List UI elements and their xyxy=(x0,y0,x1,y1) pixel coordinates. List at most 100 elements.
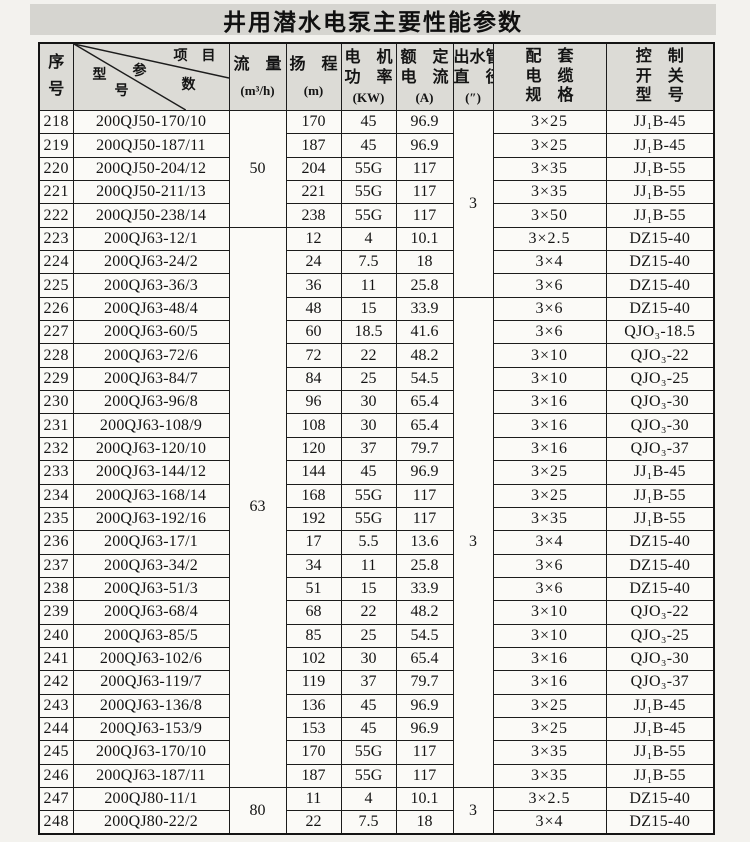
table-row: 232 200QJ63-120/10 120 37 79.7 3×16 QJO₃-37 xyxy=(38,436,715,462)
cell-serial-number: 242 xyxy=(38,670,74,695)
cell-motor-power: 5.5 xyxy=(340,530,397,555)
cell-cable-spec: 3×50 xyxy=(492,203,607,228)
cell-cable-spec: 3×35 xyxy=(492,763,607,788)
table-row: 246 200QJ63-187/11 187 55G 117 3×35 JJ₁B-55 xyxy=(38,763,715,788)
header-control-switch-model: 控 制 开 关 型 号 xyxy=(605,42,715,111)
cell-model: 200QJ80-22/2 xyxy=(72,810,230,835)
cell-switch-model: QJO₃-37 xyxy=(605,670,715,695)
cell-switch-model: JJ₁B-55 xyxy=(605,156,715,182)
cell-cable-spec: 3×35 xyxy=(492,740,607,765)
cell-switch-model: DZ15-40 xyxy=(605,530,715,555)
cell-motor-power: 25 xyxy=(340,623,397,648)
cell-head: 11 xyxy=(285,786,342,812)
cell-switch-model: QJO₃-30 xyxy=(605,413,715,438)
cell-switch-model: DZ15-40 xyxy=(605,786,715,812)
cell-motor-power: 30 xyxy=(340,646,397,672)
cell-switch-model: DZ15-40 xyxy=(605,250,715,275)
cell-model: 200QJ63-119/7 xyxy=(72,670,230,695)
table-row: 227 200QJ63-60/5 60 18.5 41.6 3×6 QJO₃-18.5 xyxy=(38,320,715,345)
cell-cable-spec: 3×16 xyxy=(492,436,607,462)
header-flow-rate: 流 量 (m³/h) xyxy=(228,42,287,111)
cell-cable-spec: 3×16 xyxy=(492,413,607,438)
cell-cable-spec: 3×10 xyxy=(492,623,607,648)
cell-switch-model: QJO₃-30 xyxy=(605,390,715,415)
cell-cable-spec: 3×25 xyxy=(492,109,607,135)
cell-rated-current: 96.9 xyxy=(395,133,454,158)
cell-motor-power: 4 xyxy=(340,786,397,812)
cell-switch-model: QJO₃-22 xyxy=(605,600,715,625)
cell-head: 36 xyxy=(285,273,342,298)
cell-switch-model: JJ₁B-45 xyxy=(605,460,715,485)
cell-serial-number: 240 xyxy=(38,623,74,648)
cell-serial-number: 239 xyxy=(38,600,74,625)
cell-rated-current: 33.9 xyxy=(395,296,454,322)
cell-outlet-diameter-merged: 3 xyxy=(452,296,494,788)
header-param-label-1: 参 xyxy=(132,64,147,79)
cell-switch-model: DZ15-40 xyxy=(605,553,715,578)
cell-model: 200QJ63-17/1 xyxy=(72,530,230,555)
cell-motor-power: 18.5 xyxy=(340,320,397,345)
cell-motor-power: 22 xyxy=(340,343,397,368)
cell-model: 200QJ50-204/12 xyxy=(72,156,230,182)
cell-rated-current: 25.8 xyxy=(395,553,454,578)
cell-rated-current: 10.1 xyxy=(395,786,454,812)
cell-motor-power: 45 xyxy=(340,133,397,158)
cell-rated-current: 117 xyxy=(395,740,454,765)
table-row: 234 200QJ63-168/14 168 55G 117 3×25 JJ₁B-55 xyxy=(38,483,715,508)
cell-switch-model: JJ₁B-45 xyxy=(605,716,715,742)
table-row: 236 200QJ63-17/1 17 5.5 13.6 3×4 DZ15-40 xyxy=(38,530,715,555)
cell-rated-current: 117 xyxy=(395,483,454,508)
cell-cable-spec: 3×25 xyxy=(492,483,607,508)
cell-model: 200QJ50-211/13 xyxy=(72,180,230,205)
cell-cable-spec: 3×35 xyxy=(492,180,607,205)
cell-head: 119 xyxy=(285,670,342,695)
cell-rated-current: 41.6 xyxy=(395,320,454,345)
cell-model: 200QJ63-170/10 xyxy=(72,740,230,765)
cell-flow-rate-merged: 80 xyxy=(228,786,287,835)
cell-rated-current: 96.9 xyxy=(395,693,454,718)
cell-model: 200QJ63-36/3 xyxy=(72,273,230,298)
header-row: 序 号 项 目 参 数 型 号 流 量 (m³/h) xyxy=(38,42,715,111)
cell-model: 200QJ63-120/10 xyxy=(72,436,230,462)
cell-serial-number: 223 xyxy=(38,226,74,252)
cell-head: 144 xyxy=(285,460,342,485)
cell-cable-spec: 3×10 xyxy=(492,366,607,392)
cell-motor-power: 7.5 xyxy=(340,250,397,275)
cell-motor-power: 45 xyxy=(340,460,397,485)
cell-switch-model: JJ₁B-45 xyxy=(605,693,715,718)
table-row: 225 200QJ63-36/3 36 11 25.8 3×6 DZ15-40 xyxy=(38,273,715,298)
cell-head: 170 xyxy=(285,740,342,765)
cell-head: 85 xyxy=(285,623,342,648)
cell-switch-model: JJ₁B-55 xyxy=(605,180,715,205)
cell-head: 221 xyxy=(285,180,342,205)
cell-rated-current: 96.9 xyxy=(395,716,454,742)
cell-head: 12 xyxy=(285,226,342,252)
cell-model: 200QJ50-238/14 xyxy=(72,203,230,228)
cell-head: 48 xyxy=(285,296,342,322)
cell-motor-power: 22 xyxy=(340,600,397,625)
cell-serial-number: 243 xyxy=(38,693,74,718)
cell-head: 34 xyxy=(285,553,342,578)
cell-switch-model: JJ₁B-55 xyxy=(605,506,715,532)
cell-cable-spec: 3×6 xyxy=(492,273,607,298)
cell-cable-spec: 3×6 xyxy=(492,553,607,578)
cell-switch-model: QJO₃-22 xyxy=(605,343,715,368)
cell-switch-model: DZ15-40 xyxy=(605,273,715,298)
pump-parameters-table: 序 号 项 目 参 数 型 号 流 量 (m³/h) xyxy=(38,42,715,836)
cell-model: 200QJ63-108/9 xyxy=(72,413,230,438)
cell-cable-spec: 3×35 xyxy=(492,156,607,182)
cell-motor-power: 55G xyxy=(340,203,397,228)
cell-rated-current: 117 xyxy=(395,180,454,205)
cell-model: 200QJ63-68/4 xyxy=(72,600,230,625)
cell-rated-current: 79.7 xyxy=(395,670,454,695)
cell-rated-current: 96.9 xyxy=(395,109,454,135)
cell-cable-spec: 3×6 xyxy=(492,320,607,345)
cell-model: 200QJ50-170/10 xyxy=(72,109,230,135)
table-row: 248 200QJ80-22/2 22 7.5 18 3×4 DZ15-40 xyxy=(38,810,715,835)
cell-motor-power: 55G xyxy=(340,156,397,182)
cell-serial-number: 238 xyxy=(38,576,74,602)
cell-head: 96 xyxy=(285,390,342,415)
cell-serial-number: 231 xyxy=(38,413,74,438)
cell-serial-number: 245 xyxy=(38,740,74,765)
cell-motor-power: 30 xyxy=(340,390,397,415)
